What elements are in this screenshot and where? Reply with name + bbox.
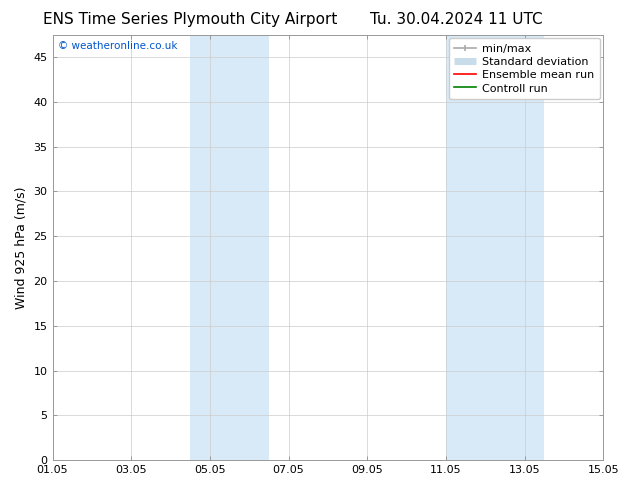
- Text: © weatheronline.co.uk: © weatheronline.co.uk: [58, 41, 178, 51]
- Y-axis label: Wind 925 hPa (m/s): Wind 925 hPa (m/s): [15, 186, 28, 309]
- Bar: [190, 35, 269, 460]
- Legend: min/max, Standard deviation, Ensemble mean run, Controll run: min/max, Standard deviation, Ensemble me…: [449, 38, 600, 99]
- Text: ENS Time Series Plymouth City Airport: ENS Time Series Plymouth City Airport: [43, 12, 337, 27]
- Bar: [446, 35, 544, 460]
- Text: Tu. 30.04.2024 11 UTC: Tu. 30.04.2024 11 UTC: [370, 12, 543, 27]
